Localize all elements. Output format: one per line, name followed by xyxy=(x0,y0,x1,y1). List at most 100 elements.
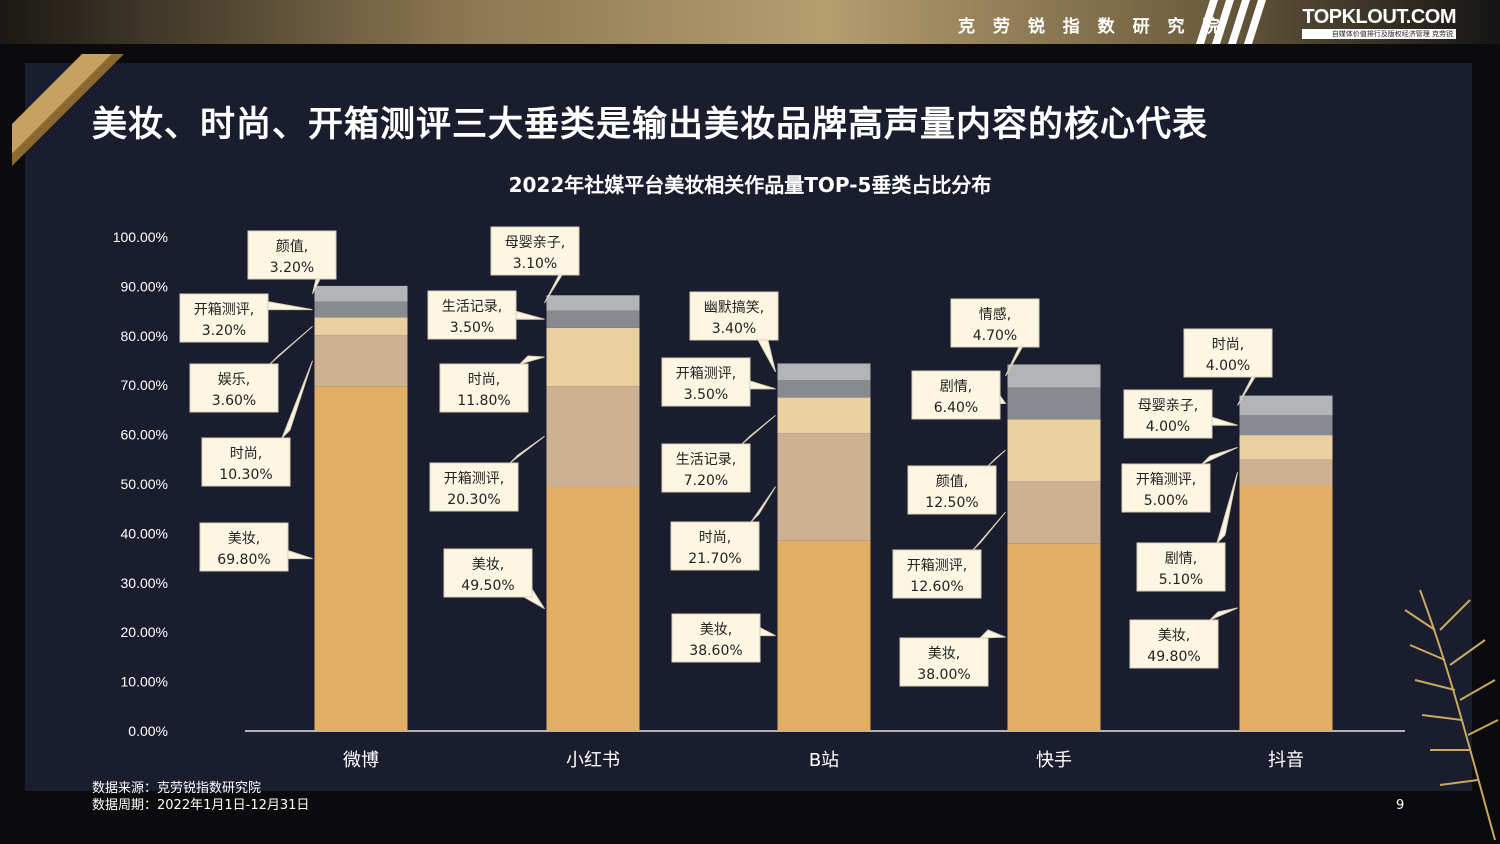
data-label-name: 开箱测评, xyxy=(907,558,967,574)
data-label: 开箱测评, 3.50% xyxy=(661,357,776,407)
data-label: 情感, 4.70% xyxy=(950,298,1040,377)
data-label: 开箱测评, 20.30% xyxy=(429,435,545,512)
bar-segment xyxy=(777,363,871,381)
data-label: 生活记录, 3.50% xyxy=(427,290,545,340)
data-label-value: 49.50% xyxy=(461,578,514,594)
data-label: 美妆, 49.50% xyxy=(443,548,545,610)
data-label-value: 4.70% xyxy=(973,328,1017,344)
data-label-name: 美妆, xyxy=(1158,628,1190,644)
bar-segment xyxy=(1239,415,1333,436)
data-label-value: 3.60% xyxy=(212,393,256,409)
data-label-value: 5.00% xyxy=(1144,493,1188,509)
x-axis-labels: 微博 小红书 B站 快手 抖音 xyxy=(343,750,1304,771)
data-label: 开箱测评, 3.20% xyxy=(179,293,313,343)
data-label-value: 3.50% xyxy=(450,320,494,336)
data-label: 生活记录, 7.20% xyxy=(661,414,776,493)
bar-segment xyxy=(777,433,871,541)
data-label: 时尚, 4.00% xyxy=(1183,328,1273,406)
data-label-value: 3.20% xyxy=(270,260,314,276)
bar-segment xyxy=(1239,484,1333,731)
data-label: 美妆, 49.80% xyxy=(1129,607,1238,669)
x-tick-label: 小红书 xyxy=(566,750,620,771)
data-label-value: 7.20% xyxy=(684,473,728,489)
data-label-value: 20.30% xyxy=(447,492,500,508)
x-tick-label: B站 xyxy=(809,750,839,771)
y-tick-label: 40.00% xyxy=(121,525,168,541)
data-label-value: 4.00% xyxy=(1146,419,1190,435)
bar-segment xyxy=(546,486,640,731)
data-label-value: 4.00% xyxy=(1206,358,1250,374)
y-tick-label: 70.00% xyxy=(121,377,168,393)
y-tick-label: 60.00% xyxy=(121,427,168,443)
gold-ribbon-decoration xyxy=(12,54,124,166)
page-headline: 美妆、时尚、开箱测评三大垂类是输出美妆品牌高声量内容的核心代表 xyxy=(92,105,1209,145)
y-tick-label: 0.00% xyxy=(128,723,168,739)
data-label-name: 生活记录, xyxy=(442,299,502,315)
data-label-name: 美妆, xyxy=(700,622,732,638)
gold-leaf-decoration xyxy=(1404,589,1499,841)
data-label-name: 美妆, xyxy=(228,531,260,547)
bar-segment xyxy=(314,335,408,387)
data-label-name: 开箱测评, xyxy=(444,471,504,487)
data-label: 娱乐, 3.60% xyxy=(189,326,313,413)
data-label-name: 幽默搞笑, xyxy=(704,300,764,316)
data-label-name: 美妆, xyxy=(928,646,960,662)
x-tick-label: 微博 xyxy=(343,750,379,771)
y-tick-label: 50.00% xyxy=(121,476,168,492)
data-label: 美妆, 69.80% xyxy=(199,522,313,572)
bar-segment xyxy=(777,397,871,434)
bar-segment xyxy=(546,327,640,387)
data-label-name: 母婴亲子, xyxy=(1138,398,1198,414)
data-label-name: 开箱测评, xyxy=(194,302,254,318)
y-tick-label: 10.00% xyxy=(121,674,168,690)
bar-segment xyxy=(1007,543,1101,731)
data-label: 时尚, 10.30% xyxy=(201,360,313,487)
source-line: 数据来源：克劳锐指数研究院 xyxy=(92,781,262,796)
data-label: 时尚, 21.70% xyxy=(670,486,776,571)
data-labels-group: 美妆, 69.80% 时尚, 10.30% 娱乐, 3.60% 开箱测评, 3.20% 颜值, 3… xyxy=(179,226,1273,687)
data-label-name: 剧情, xyxy=(1165,551,1197,567)
bar-segment xyxy=(1007,387,1101,420)
bar-segment xyxy=(1239,395,1333,416)
period-line: 数据周期：2022年1月1日-12月31日 xyxy=(92,798,310,813)
data-label-value: 3.40% xyxy=(712,321,756,337)
bar-segment xyxy=(777,380,871,398)
data-label: 剧情, 5.10% xyxy=(1136,472,1238,592)
data-label: 母婴亲子, 3.10% xyxy=(490,226,580,304)
data-label-name: 时尚, xyxy=(230,446,262,462)
data-label-name: 生活记录, xyxy=(676,452,736,468)
data-label-name: 娱乐, xyxy=(218,372,250,388)
bar-segment xyxy=(546,310,640,328)
bar-segment xyxy=(1007,481,1101,544)
data-label-name: 美妆, xyxy=(472,557,504,573)
data-label-name: 时尚, xyxy=(699,530,731,546)
data-label-name: 颜值, xyxy=(276,239,308,255)
data-label: 美妆, 38.00% xyxy=(899,629,1006,687)
data-label-value: 11.80% xyxy=(457,393,510,409)
institute-name: 克 劳 锐 指 数 研 究 院 xyxy=(958,17,1226,37)
x-tick-label: 快手 xyxy=(1036,750,1072,771)
bar-segment xyxy=(314,301,408,318)
bar-segment xyxy=(1239,459,1333,485)
data-label-value: 3.10% xyxy=(513,256,557,272)
bar-segment xyxy=(314,285,408,302)
data-label-value: 3.20% xyxy=(202,323,246,339)
data-label-name: 开箱测评, xyxy=(1136,472,1196,488)
data-label-value: 21.70% xyxy=(688,551,741,567)
data-label: 开箱测评, 5.00% xyxy=(1121,446,1238,513)
bar-segment xyxy=(1007,419,1101,482)
page-number: 9 xyxy=(1396,798,1405,813)
chart-title: 2022年社媒平台美妆相关作品量TOP-5垂类占比分布 xyxy=(508,173,992,197)
y-tick-label: 30.00% xyxy=(121,575,168,591)
y-tick-label: 80.00% xyxy=(121,328,168,344)
bar-segment xyxy=(546,295,640,311)
data-label: 颜值, 3.20% xyxy=(247,230,337,295)
data-label: 母婴亲子, 4.00% xyxy=(1123,389,1238,439)
data-label-value: 10.30% xyxy=(219,467,272,483)
data-label-name: 颜值, xyxy=(936,474,968,490)
data-label: 颜值, 12.50% xyxy=(907,449,1006,515)
data-label-value: 12.60% xyxy=(910,579,963,595)
data-label: 时尚, 11.80% xyxy=(439,355,545,413)
data-label-name: 剧情, xyxy=(940,379,972,395)
